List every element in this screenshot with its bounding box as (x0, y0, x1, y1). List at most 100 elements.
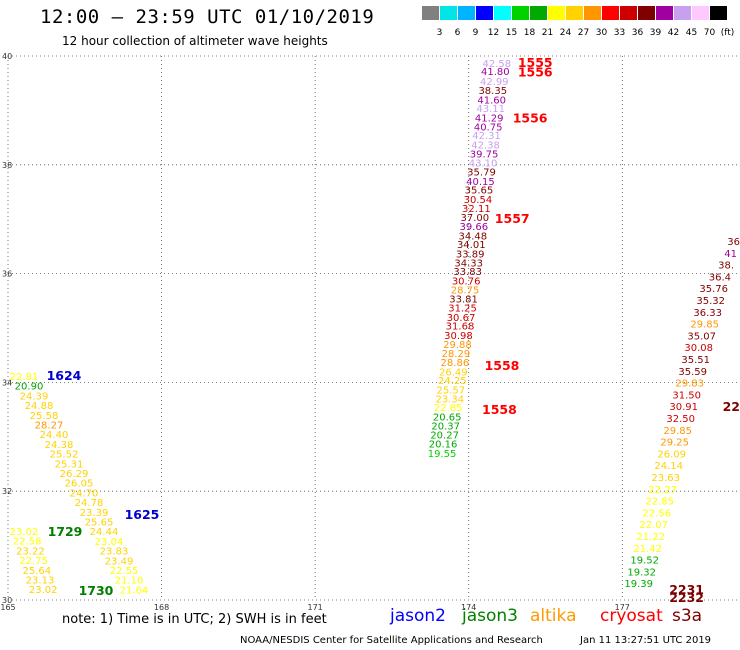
colorbar-label: (ft) (720, 28, 735, 38)
wave-height-value: 20.65 (433, 412, 462, 423)
colorbar-label: 21 (541, 28, 554, 38)
wave-height-value: 42.99 (480, 77, 509, 88)
wave-height-value: 34.33 (454, 259, 483, 270)
wave-height-value: 36.33 (693, 308, 722, 319)
colorbar-label: 39 (649, 28, 662, 38)
wave-height-value: 41 (724, 249, 737, 260)
y-tick-label: 34 (2, 378, 12, 387)
wave-height-value: 40.75 (474, 123, 503, 134)
wave-height-value: 23.02 (29, 585, 58, 596)
wave-height-value: 30.67 (447, 313, 476, 324)
x-tick-label: 168 (154, 603, 169, 612)
wave-height-value: 24.39 (20, 391, 49, 402)
wave-height-value: 33.83 (453, 267, 482, 278)
wave-height-value: 21.22 (636, 532, 665, 543)
colorbar-swatch (494, 6, 511, 20)
wave-height-value: 42.58 (483, 59, 512, 70)
wave-height-value: 25.65 (85, 518, 114, 529)
wave-height-value: 31.25 (448, 304, 477, 315)
wave-height-value: 19.39 (624, 579, 653, 590)
wave-height-value: 24.78 (75, 498, 104, 509)
colorbar-swatch (638, 6, 655, 20)
colorbar-label: 36 (631, 28, 644, 38)
colorbar-swatch (620, 6, 637, 20)
time-tag: 1625 (125, 507, 160, 522)
legend-jason3: jason3 (462, 606, 518, 626)
time-tag: 1624 (47, 368, 82, 383)
wave-height-value: 33.89 (456, 249, 485, 260)
wave-height-value: 31.50 (672, 390, 701, 401)
wave-height-value: 34.01 (457, 240, 486, 251)
wave-height-value: 34.48 (458, 231, 487, 242)
colorbar-swatch (512, 6, 529, 20)
page-title: 12:00 – 23:59 UTC 01/10/2019 (40, 6, 375, 28)
time-tag: 1556 (513, 110, 548, 125)
wave-height-value: 29.85 (690, 320, 719, 331)
wave-height-value: 33.81 (449, 294, 478, 305)
wave-height-value: 20.37 (431, 422, 460, 433)
wave-height-value: 24.44 (90, 527, 119, 538)
wave-height-value: 26.09 (657, 449, 686, 460)
time-tag: 22 (723, 399, 740, 414)
wave-height-value: 21.64 (120, 585, 149, 596)
y-tick-label: 30 (2, 596, 12, 605)
wave-height-value: 23.83 (100, 547, 129, 558)
x-tick-label: 171 (307, 603, 322, 612)
time-tag: 1558 (485, 358, 520, 373)
colorbar-label: 12 (487, 28, 500, 38)
wave-height-value: 22.85 (645, 497, 674, 508)
colorbar-swatch (566, 6, 583, 20)
y-tick-label: 38 (2, 161, 12, 170)
colorbar-swatch (458, 6, 475, 20)
wave-height-value: 23.39 (80, 508, 109, 519)
wave-height-value: 23.22 (16, 546, 45, 557)
wave-height-value: 24.14 (654, 461, 683, 472)
colorbar-swatch (584, 6, 601, 20)
wave-height-value: 26.05 (65, 479, 94, 490)
wave-height-value: 41.80 (481, 67, 510, 78)
wave-height-value: 28.29 (442, 349, 471, 360)
wave-height-value: 22.58 (13, 537, 42, 548)
wave-height-value: 26.29 (60, 469, 89, 480)
wave-height-value: 25.57 (436, 385, 465, 396)
wave-height-value: 25.64 (22, 566, 51, 577)
x-tick-label: 174 (461, 603, 476, 612)
legend-altika: altika (530, 606, 577, 626)
wave-height-value: 39.75 (470, 150, 499, 161)
wave-height-value: 42.38 (471, 140, 500, 151)
colorbar-swatch (602, 6, 619, 20)
time-tag: 1730 (79, 583, 114, 598)
colorbar-swatch (710, 6, 727, 20)
colorbar-swatch (548, 6, 565, 20)
time-tag: 1729 (48, 524, 83, 539)
colorbar-swatch (674, 6, 691, 20)
colorbar-swatch (422, 6, 439, 20)
wave-height-value: 22.56 (642, 508, 671, 519)
wave-height-value: 41.29 (475, 113, 504, 124)
wave-height-value: 32.11 (462, 204, 491, 215)
colorbar-label: 9 (472, 28, 479, 38)
colorbar-label: 6 (454, 28, 461, 38)
wave-height-value: 24.88 (25, 401, 54, 412)
wave-height-value: 26.49 (439, 367, 468, 378)
wave-height-value: 21.42 (633, 544, 662, 555)
wave-height-value: 39.66 (459, 222, 488, 233)
wave-height-value: 19.32 (627, 567, 656, 578)
colorbar-label: 3 (436, 28, 443, 38)
wave-height-value: 40.15 (466, 177, 495, 188)
wave-height-value: 35.07 (687, 331, 716, 342)
wave-height-value: 43.10 (469, 158, 498, 169)
colorbar-label: 33 (613, 28, 626, 38)
wave-height-value: 35.76 (699, 284, 728, 295)
wave-height-value: 23.04 (95, 537, 124, 548)
wave-height-value: 41.60 (477, 95, 506, 106)
wave-height-value: 23.49 (105, 556, 134, 567)
colorbar-label: 42 (667, 28, 680, 38)
wave-height-value: 22.75 (19, 556, 48, 567)
colorbar-swatch (692, 6, 709, 20)
wave-height-value: 35.65 (465, 186, 494, 197)
colorbar-swatch (656, 6, 673, 20)
wave-height-value: 20.16 (429, 440, 458, 451)
wave-height-value: 23.34 (435, 395, 464, 406)
